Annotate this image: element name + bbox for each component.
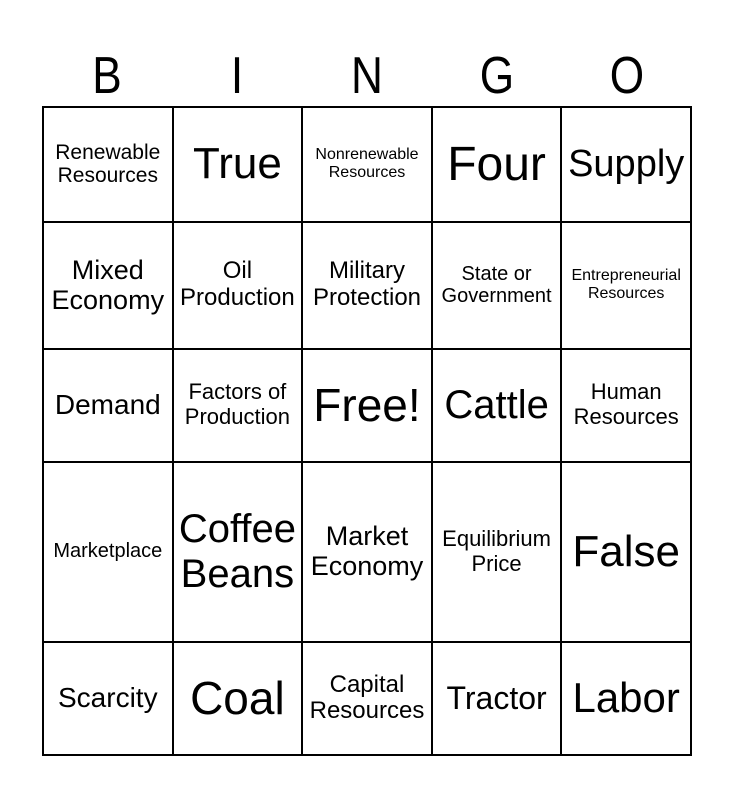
bingo-cell-human-resources[interactable]: Human Resources <box>560 347 692 463</box>
bingo-cell-demand[interactable]: Demand <box>42 347 174 463</box>
cell-label: Military Protection <box>312 257 422 312</box>
cell-label: Labor <box>572 674 680 722</box>
bingo-cell-scarcity[interactable]: Scarcity <box>42 640 174 757</box>
bingo-cell-cattle[interactable]: Cattle <box>430 347 563 463</box>
cell-label: Market Economy <box>310 521 424 582</box>
cell-label: Coffee Beans <box>178 506 296 596</box>
cell-label: Demand <box>54 389 161 421</box>
bingo-cell-market-economy[interactable]: Market Economy <box>301 460 433 643</box>
cell-label: Entrepreneurial Resources <box>571 267 681 303</box>
cell-label: Coal <box>190 672 285 725</box>
bingo-row-5: Scarcity Coal Capital Resources Tractor … <box>42 640 692 757</box>
cell-label: Free! <box>313 379 421 432</box>
bingo-grid: Renewable Resources True Nonrenewable Re… <box>42 106 692 757</box>
bingo-cell-oil-production[interactable]: Oil Production <box>171 220 304 350</box>
bingo-cell-factors-of-production[interactable]: Factors of Production <box>171 347 304 463</box>
cell-label: Renewable Resources <box>55 140 161 188</box>
cell-label: True <box>192 139 282 189</box>
cell-label: Four <box>447 137 546 191</box>
bingo-cell-renewable-resources[interactable]: Renewable Resources <box>42 106 174 223</box>
bingo-cell-capital-resources[interactable]: Capital Resources <box>301 640 433 757</box>
cell-label: Supply <box>568 142 685 185</box>
bingo-header: B I N G O <box>42 40 692 102</box>
bingo-cell-mixed-economy[interactable]: Mixed Economy <box>42 220 174 350</box>
bingo-letter-n: N <box>351 47 383 105</box>
bingo-row-4: Marketplace Coffee Beans Market Economy … <box>42 460 692 643</box>
cell-label: Cattle <box>444 382 549 427</box>
bingo-cell-false[interactable]: False <box>560 460 692 643</box>
bingo-cell-coal[interactable]: Coal <box>171 640 304 757</box>
bingo-cell-tractor[interactable]: Tractor <box>430 640 563 757</box>
cell-label: Oil Production <box>180 257 295 312</box>
cell-label: Factors of Production <box>184 379 290 429</box>
bingo-letter-i: I <box>230 47 244 105</box>
cell-label: Mixed Economy <box>51 254 165 315</box>
bingo-cell-state-or-government[interactable]: State or Government <box>430 220 563 350</box>
cell-label: Tractor <box>446 679 547 716</box>
bingo-cell-marketplace[interactable]: Marketplace <box>42 460 174 643</box>
bingo-letter-b: B <box>92 47 122 105</box>
bingo-cell-labor[interactable]: Labor <box>560 640 692 757</box>
cell-label: False <box>572 526 680 576</box>
bingo-cell-free[interactable]: Free! <box>301 347 433 463</box>
bingo-cell-four[interactable]: Four <box>430 106 563 223</box>
bingo-letter-o: O <box>609 47 645 105</box>
cell-label: Equilibrium Price <box>442 525 551 576</box>
bingo-cell-supply[interactable]: Supply <box>560 106 692 223</box>
bingo-row-3: Demand Factors of Production Free! Cattl… <box>42 347 692 463</box>
cell-label: Scarcity <box>58 682 158 714</box>
bingo-cell-entrepreneurial-resources[interactable]: Entrepreneurial Resources <box>560 220 692 350</box>
cell-label: Human Resources <box>573 379 679 429</box>
bingo-cell-equilibrium-price[interactable]: Equilibrium Price <box>430 460 563 643</box>
bingo-cell-military-protection[interactable]: Military Protection <box>301 220 433 350</box>
bingo-row-1: Renewable Resources True Nonrenewable Re… <box>42 106 692 223</box>
bingo-cell-true[interactable]: True <box>171 106 304 223</box>
cell-label: State or Government <box>441 262 552 307</box>
bingo-cell-nonrenewable-resources[interactable]: Nonrenewable Resources <box>301 106 433 223</box>
bingo-letter-g: G <box>479 47 515 105</box>
cell-label: Capital Resources <box>309 670 425 725</box>
cell-label: Nonrenewable Resources <box>315 146 419 182</box>
cell-label: Marketplace <box>53 540 163 563</box>
bingo-cell-coffee-beans[interactable]: Coffee Beans <box>171 460 304 643</box>
bingo-row-2: Mixed Economy Oil Production Military Pr… <box>42 220 692 350</box>
